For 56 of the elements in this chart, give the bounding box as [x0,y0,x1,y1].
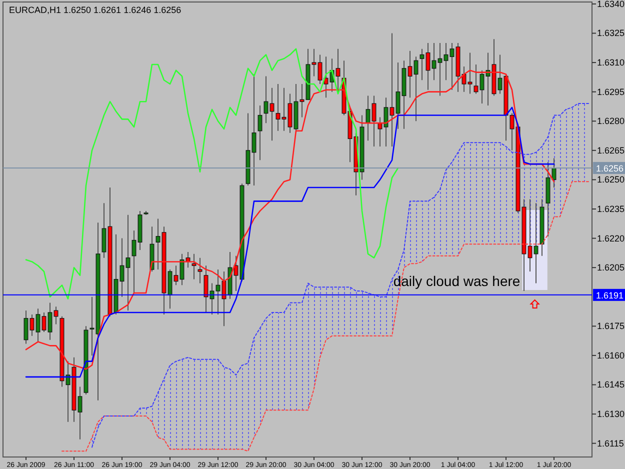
candlestick [174,265,178,286]
candlestick [78,386,82,440]
y-tick-label: 1.6325 [597,28,625,38]
y-tick-label: 1.6145 [597,380,625,390]
candlestick [408,50,412,98]
candlestick [42,312,46,333]
y-tick-label: 1.6295 [597,86,625,97]
y-tick-label: 1.6340 [597,0,625,9]
candlestick [216,269,220,315]
candlestick [438,42,442,96]
candlestick [282,87,286,132]
candlestick [336,48,340,94]
line-series [62,181,590,452]
candlestick [276,84,280,132]
line-series [92,103,590,448]
annotation: daily cloud was here [393,273,520,289]
candlestick [300,84,304,118]
y-tick-label: 1.6265 [597,145,625,156]
candlestick [312,48,316,77]
candlestick [396,62,400,130]
candlestick [444,42,448,81]
y-tick-label: 1.6205 [597,262,625,273]
y-tick-label: 1.6130 [597,409,625,420]
candlestick [156,218,160,270]
candlestick [426,42,430,90]
y-tick-label: 1.6115 [597,438,624,448]
candlestick [198,257,202,284]
candlestick [372,95,376,148]
candlestick [24,310,28,344]
candlestick [288,93,292,134]
y-tick-label: 1.6160 [597,350,625,360]
candlestick [252,74,256,186]
y-tick-label: 1.6250 [597,174,625,185]
ref-line-label: 1.6191 [596,290,624,300]
candlestick [270,87,274,142]
y-tick-label: 1.6310 [597,58,625,68]
candlestick [54,306,58,325]
candlestick [318,54,322,85]
y-tick-label: 1.6175 [597,321,625,332]
candlestick [192,253,196,280]
candlestick [510,112,514,151]
y-tick-label: 1.6280 [597,116,625,126]
y-tick-label: 1.6235 [597,204,625,214]
candlestick [390,32,394,148]
candlestick [36,308,40,342]
candlestick [474,64,478,94]
y-tick-label: 1.6220 [597,233,625,244]
candlestick [30,314,34,336]
ref-line-label: 1.6256 [596,163,624,174]
candlestick [48,302,52,340]
candlestick [126,214,130,312]
candlestick [450,42,454,90]
chart-title: EURCAD,H1 1.6250 1.6261 1.6246 1.6256 [9,5,182,15]
candlestick [102,202,106,258]
candlestick [468,52,472,94]
candlestick [420,48,424,81]
